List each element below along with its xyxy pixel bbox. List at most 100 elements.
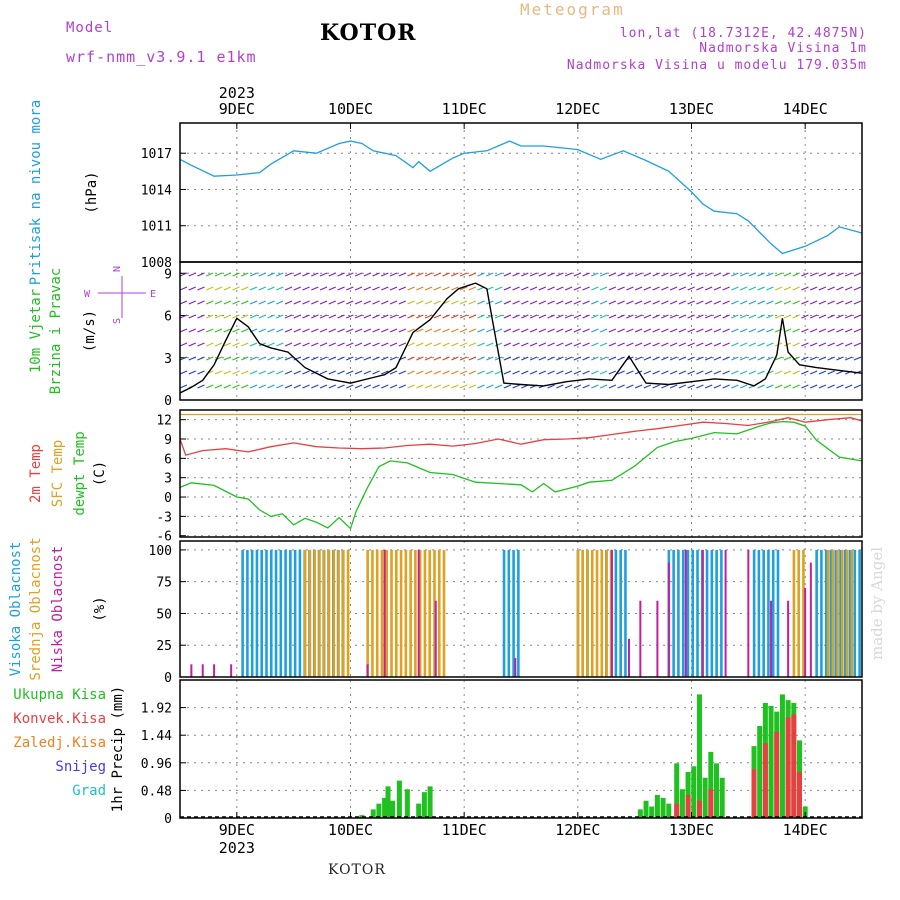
wind-barb [337, 356, 345, 361]
wind-barb [354, 286, 363, 291]
wind-barb [381, 272, 389, 277]
wind-barb [643, 384, 652, 389]
cloud-bar [677, 549, 680, 677]
wind-barb [573, 370, 582, 375]
wind-barb [669, 300, 678, 305]
tick-label-y: -3 [156, 510, 172, 525]
y-axis-label-temperature: 2m Temp [28, 444, 44, 503]
precip-bar [768, 705, 774, 818]
wind-barb [354, 370, 363, 375]
wind-barb [267, 314, 275, 319]
wind-barb [486, 272, 494, 277]
wind-barb [809, 370, 818, 375]
wind-barb [337, 286, 345, 291]
wind-barb [661, 328, 669, 333]
wind-barb [416, 286, 424, 291]
wind-barb [617, 272, 625, 277]
cloud-bar [434, 600, 437, 677]
wind-barb [801, 384, 809, 389]
precip-bar [643, 800, 649, 818]
wind-barb [766, 300, 774, 305]
wind-barb [407, 384, 415, 389]
wind-barb [748, 314, 757, 319]
wind-barb [591, 314, 599, 319]
wind-barb [556, 300, 564, 305]
cloud-bar [423, 549, 427, 677]
wind-barb [232, 356, 240, 361]
wind-barb [661, 300, 669, 305]
wind-barb [223, 300, 231, 305]
precip-bar [702, 777, 708, 818]
wind-barb [389, 384, 398, 389]
wind-barb [722, 314, 730, 319]
wind-barb [599, 286, 608, 291]
cloud-bar [820, 549, 823, 677]
cloud-bar [715, 549, 718, 677]
wind-barb [529, 300, 538, 305]
wind-barb [704, 342, 713, 347]
cloud-bar [404, 549, 408, 677]
wind-barb [792, 286, 800, 291]
wind-barb [678, 356, 687, 361]
wind-barb [626, 300, 634, 305]
wind-barb [512, 370, 520, 375]
cloud-bar [705, 549, 709, 677]
wind-barb [241, 286, 249, 291]
wind-barb [494, 272, 503, 277]
wind-barb [564, 384, 573, 389]
wind-barb [459, 328, 468, 333]
wind-barb [669, 370, 678, 375]
wind-barb [276, 328, 284, 333]
wind-barb [573, 384, 582, 389]
wind-barb [713, 384, 722, 389]
wind-barb [302, 342, 310, 347]
tick-label-y: 3 [164, 352, 172, 367]
wind-barb [311, 328, 319, 333]
panel-frame-cloud [179, 540, 863, 678]
wind-barb [214, 314, 223, 319]
wind-barb [608, 370, 617, 375]
wind-barb [477, 328, 485, 333]
wind-barb [407, 300, 415, 305]
wind-barb [529, 286, 538, 291]
wind-barb [599, 300, 608, 305]
cloud-bar [298, 549, 302, 677]
wind-barb [652, 370, 660, 375]
wind-barb [451, 272, 459, 277]
wind-barb [836, 300, 844, 305]
wind-barb [836, 328, 844, 333]
x-tick-label-bottom: 13DEC [669, 821, 714, 839]
wind-barb [503, 356, 512, 361]
wind-barb [818, 300, 827, 305]
wind-barb [547, 342, 555, 347]
wind-barb [433, 356, 442, 361]
wind-barb [354, 328, 363, 333]
cloud-bar [366, 549, 369, 677]
wind-barb [608, 272, 617, 277]
wind-barb [328, 328, 337, 333]
cloud-bar [581, 549, 585, 677]
wind-barb [608, 300, 617, 305]
compass-w: W [84, 289, 91, 300]
wind-barb [731, 286, 739, 291]
wind-barb [844, 384, 853, 389]
wind-barb [451, 370, 459, 375]
wind-barb [468, 356, 477, 361]
wind-barb [634, 300, 643, 305]
wind-barb [424, 384, 433, 389]
wind-barb [512, 356, 520, 361]
wind-barb [267, 272, 275, 277]
wind-barb [766, 314, 774, 319]
wind-barb [827, 300, 835, 305]
wind-barb [809, 342, 818, 347]
precip-bar [416, 803, 422, 818]
wind-barb [468, 328, 477, 333]
cloud-bar [418, 549, 422, 677]
cloud-bar [514, 657, 517, 677]
cloud-bar [371, 549, 374, 677]
precip-bar [421, 792, 427, 818]
wind-barb [696, 384, 704, 389]
cloud-bar [639, 600, 642, 677]
